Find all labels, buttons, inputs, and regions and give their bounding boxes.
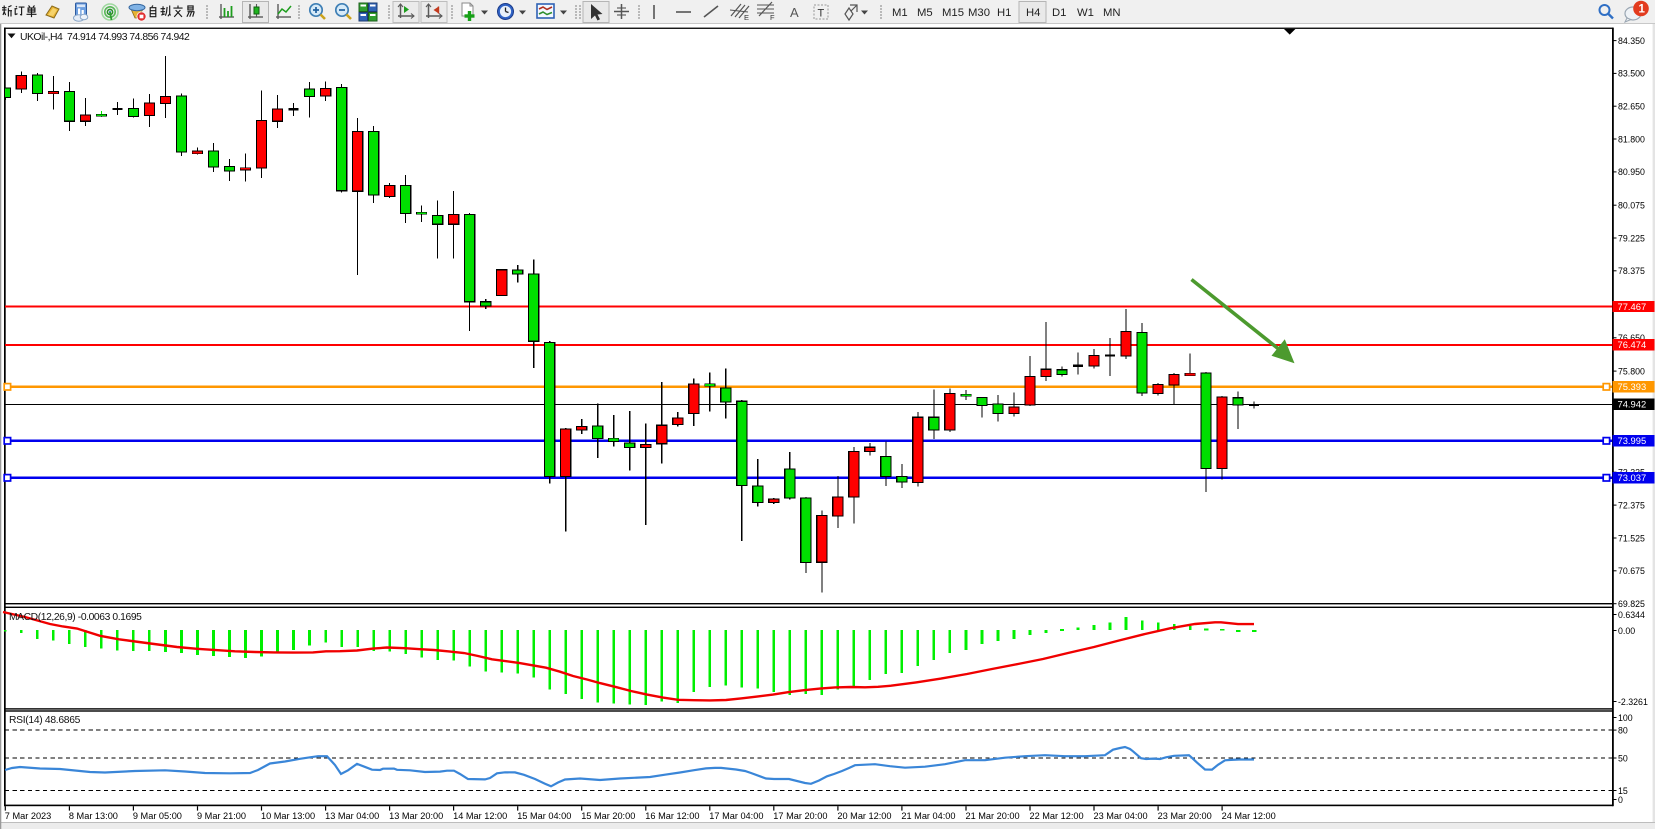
svg-text:M15: M15 <box>942 7 964 19</box>
svg-text:RSI(14) 48.6865: RSI(14) 48.6865 <box>9 715 81 726</box>
svg-text:73.995: 73.995 <box>1618 435 1647 446</box>
svg-text:71.525: 71.525 <box>1618 533 1645 543</box>
svg-text:15 Mar 04:00: 15 Mar 04:00 <box>517 811 571 821</box>
svg-text:23 Mar 04:00: 23 Mar 04:00 <box>1094 811 1148 821</box>
svg-text:20 Mar 12:00: 20 Mar 12:00 <box>837 811 891 821</box>
svg-text:81.800: 81.800 <box>1618 134 1645 144</box>
svg-text:75.800: 75.800 <box>1618 366 1645 376</box>
svg-text:79.225: 79.225 <box>1618 233 1645 243</box>
svg-text:22 Mar 12:00: 22 Mar 12:00 <box>1030 811 1084 821</box>
svg-text:80.950: 80.950 <box>1618 167 1645 177</box>
svg-text:13 Mar 20:00: 13 Mar 20:00 <box>389 811 443 821</box>
svg-text:MN: MN <box>1103 7 1121 19</box>
svg-text:77.467: 77.467 <box>1618 301 1647 312</box>
svg-text:E: E <box>744 13 749 22</box>
svg-text:9 Mar 21:00: 9 Mar 21:00 <box>197 811 246 821</box>
svg-text:24 Mar 12:00: 24 Mar 12:00 <box>1222 811 1276 821</box>
svg-text:75.393: 75.393 <box>1618 381 1647 392</box>
svg-text:M5: M5 <box>917 7 933 19</box>
svg-text:-2.3261: -2.3261 <box>1618 697 1648 707</box>
svg-text:74.942: 74.942 <box>1618 399 1647 410</box>
svg-text:69.825: 69.825 <box>1618 599 1645 609</box>
svg-text:78.375: 78.375 <box>1618 266 1645 276</box>
svg-text:15: 15 <box>1618 786 1628 796</box>
svg-text:80.075: 80.075 <box>1618 201 1645 211</box>
svg-text:21 Mar 04:00: 21 Mar 04:00 <box>901 811 955 821</box>
svg-text:21 Mar 20:00: 21 Mar 20:00 <box>966 811 1020 821</box>
svg-text:MACD(12,26,9) -0.0063 0.1695: MACD(12,26,9) -0.0063 0.1695 <box>9 612 142 623</box>
svg-text:23 Mar 20:00: 23 Mar 20:00 <box>1158 811 1212 821</box>
svg-text:80: 80 <box>1618 725 1628 735</box>
svg-text:82.650: 82.650 <box>1618 102 1645 112</box>
svg-text:T: T <box>818 8 825 20</box>
svg-text:0.6344: 0.6344 <box>1618 610 1645 620</box>
svg-text:16 Mar 12:00: 16 Mar 12:00 <box>645 811 699 821</box>
svg-text:72.375: 72.375 <box>1618 500 1645 510</box>
svg-text:100: 100 <box>1618 713 1633 723</box>
svg-text:14 Mar 12:00: 14 Mar 12:00 <box>453 811 507 821</box>
svg-text:83.500: 83.500 <box>1618 69 1645 79</box>
svg-text:17 Mar 20:00: 17 Mar 20:00 <box>773 811 827 821</box>
svg-text:7 Mar 2023: 7 Mar 2023 <box>5 811 51 821</box>
svg-text:F: F <box>770 13 775 22</box>
svg-text:8 Mar 13:00: 8 Mar 13:00 <box>69 811 118 821</box>
svg-text:A: A <box>790 5 799 20</box>
svg-text:W1: W1 <box>1077 7 1094 19</box>
svg-text:H1: H1 <box>997 7 1011 19</box>
svg-text:D1: D1 <box>1052 7 1066 19</box>
svg-text:50: 50 <box>1618 753 1628 763</box>
svg-text:9 Mar 05:00: 9 Mar 05:00 <box>133 811 182 821</box>
svg-text:13 Mar 04:00: 13 Mar 04:00 <box>325 811 379 821</box>
svg-text:1: 1 <box>1639 4 1646 16</box>
svg-text:76.650: 76.650 <box>1618 333 1645 343</box>
svg-text:H4: H4 <box>1026 7 1040 19</box>
svg-text:73.037: 73.037 <box>1618 472 1647 483</box>
svg-text:15 Mar 20:00: 15 Mar 20:00 <box>581 811 635 821</box>
svg-text:M30: M30 <box>968 7 990 19</box>
svg-text:10 Mar 13:00: 10 Mar 13:00 <box>261 811 315 821</box>
svg-text:M1: M1 <box>892 7 908 19</box>
svg-text:76.474: 76.474 <box>1618 339 1647 350</box>
svg-text:0.00: 0.00 <box>1618 626 1635 636</box>
svg-text:UKOil-,H4 74.914 74.993 74.85: UKOil-,H4 74.914 74.993 74.856 74.942 <box>20 32 190 43</box>
svg-text:0: 0 <box>1618 795 1623 805</box>
svg-text:17 Mar 04:00: 17 Mar 04:00 <box>709 811 763 821</box>
svg-text:84.350: 84.350 <box>1618 36 1645 46</box>
svg-text:70.675: 70.675 <box>1618 566 1645 576</box>
